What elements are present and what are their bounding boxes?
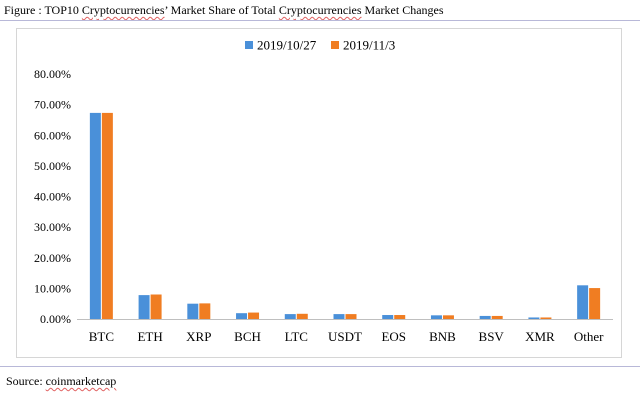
y-tick-label: 70.00%: [34, 98, 71, 112]
bar-eos-series1: [382, 315, 394, 319]
x-tick-label: XMR: [525, 329, 555, 344]
bar-usdt-series2: [345, 314, 357, 319]
source-note: Source: coinmarketcap: [6, 374, 116, 389]
caption-prefix: Figure : TOP10: [4, 3, 82, 17]
bar-bsv-series1: [479, 315, 491, 319]
y-tick-label: 0.00%: [40, 312, 71, 326]
source-name: coinmarketcap: [45, 374, 117, 388]
source-prefix: Source:: [6, 374, 46, 388]
x-axis: BTC ETH XRP BCH LTC USDT EOS BNB BSV XMR Other: [77, 319, 613, 344]
x-tick-label: ETH: [137, 329, 162, 344]
bar-btc-series2: [101, 112, 113, 319]
y-tick-label: 10.00%: [34, 281, 71, 295]
legend-swatch: [245, 41, 253, 49]
y-tick-label: 60.00%: [34, 128, 71, 142]
y-tick-label: 80.00%: [34, 67, 71, 81]
bar-xrp-series1: [187, 303, 199, 319]
bar-other-series1: [577, 285, 589, 319]
x-tick-label: Other: [574, 329, 604, 344]
bottom-rule: [0, 366, 640, 367]
x-tick-label: USDT: [328, 329, 362, 344]
bars: [89, 112, 601, 319]
bar-btc-series1: [89, 112, 101, 319]
bar-other-series2: [589, 288, 601, 319]
bar-bch-series1: [236, 313, 248, 319]
bar-xmr-series2: [540, 317, 552, 319]
y-tick-label: 30.00%: [34, 220, 71, 234]
x-tick-label: BNB: [429, 329, 456, 344]
x-tick-label: BCH: [234, 329, 261, 344]
chart-frame: 2019/10/27 2019/11/3 0.00% 10.00% 20.00% 30.…: [16, 28, 622, 358]
x-tick-label: LTC: [285, 329, 308, 344]
x-tick-label: BTC: [89, 329, 114, 344]
legend-label: 2019/10/27: [257, 38, 317, 53]
bar-ltc-series1: [284, 314, 296, 319]
bar-bch-series2: [248, 312, 260, 319]
top-rule: [0, 20, 640, 21]
bar-usdt-series1: [333, 314, 345, 319]
caption-word-2: Cryptocurrencies: [278, 3, 362, 17]
bar-bnb-series1: [430, 315, 442, 319]
bar-eth-series2: [150, 294, 162, 319]
bar-bsv-series2: [491, 315, 503, 319]
legend-swatch: [331, 41, 339, 49]
bar-ltc-series2: [296, 313, 308, 319]
x-tick-label: EOS: [381, 329, 406, 344]
x-tick-label: XRP: [186, 329, 211, 344]
y-axis: 0.00% 10.00% 20.00% 30.00% 40.00% 50.00% 60.00…: [34, 67, 71, 326]
caption-mid: ’ Market Share of Total: [164, 3, 279, 17]
figure-caption: Figure : TOP10 Cryptocurrencies’ Market …: [4, 3, 444, 18]
bar-chart: 2019/10/27 2019/11/3 0.00% 10.00% 20.00% 30.…: [34, 38, 613, 344]
bar-eth-series1: [138, 295, 150, 319]
caption-word-1: Cryptocurrencies: [81, 3, 165, 17]
y-tick-label: 40.00%: [34, 190, 71, 204]
chart-legend: 2019/10/27 2019/11/3: [245, 38, 395, 53]
y-tick-label: 20.00%: [34, 251, 71, 265]
x-tick-label: BSV: [479, 329, 505, 344]
legend-label: 2019/11/3: [343, 38, 395, 53]
y-tick-label: 50.00%: [34, 159, 71, 173]
bar-eos-series2: [394, 315, 406, 319]
bar-xrp-series2: [199, 303, 211, 319]
caption-suffix: Market Changes: [361, 3, 444, 17]
bar-xmr-series1: [528, 317, 540, 319]
bar-bnb-series2: [442, 315, 454, 319]
